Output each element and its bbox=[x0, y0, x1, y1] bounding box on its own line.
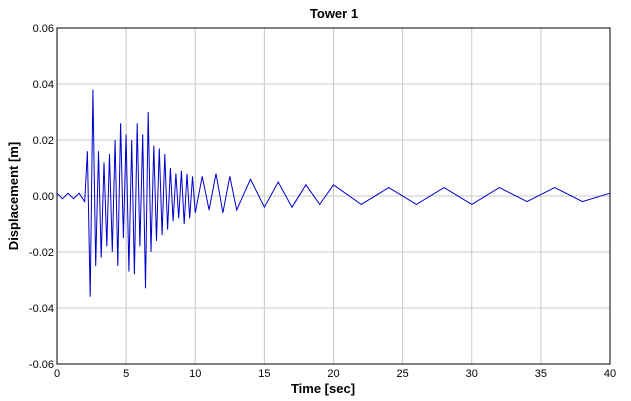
x-tick-label: 40 bbox=[604, 368, 616, 380]
x-axis-title: Time [sec] bbox=[291, 381, 355, 396]
x-tick-label: 10 bbox=[189, 368, 201, 380]
y-tick-label: 0.00 bbox=[33, 191, 54, 203]
x-tick-label: 15 bbox=[258, 368, 270, 380]
grid bbox=[56, 27, 611, 365]
y-tick-labels: 0.06 0.04 0.02 0.00 -0.02 -0.04 -0.06 bbox=[29, 23, 54, 371]
x-tick-label: 35 bbox=[535, 368, 547, 380]
y-tick-label: -0.04 bbox=[29, 303, 54, 315]
x-tick-labels: 0 5 10 15 20 25 30 35 40 bbox=[54, 368, 616, 380]
y-tick-label: 0.06 bbox=[33, 23, 54, 35]
series-line bbox=[56, 89, 611, 297]
y-tick-label: -0.06 bbox=[29, 359, 54, 371]
chart-title: Tower 1 bbox=[310, 6, 358, 21]
y-tick-label: 0.04 bbox=[33, 79, 54, 91]
x-tick-label: 30 bbox=[466, 368, 478, 380]
y-axis-title: Displacement [m] bbox=[6, 142, 21, 250]
x-tick-label: 25 bbox=[397, 368, 409, 380]
series-layer bbox=[56, 89, 611, 297]
x-tick-label: 5 bbox=[123, 368, 129, 380]
y-tick-label: -0.02 bbox=[29, 247, 54, 259]
y-tick-label: 0.02 bbox=[33, 135, 54, 147]
plot-frame bbox=[56, 27, 611, 365]
x-tick-label: 0 bbox=[54, 368, 60, 380]
x-tick-label: 20 bbox=[327, 368, 339, 380]
